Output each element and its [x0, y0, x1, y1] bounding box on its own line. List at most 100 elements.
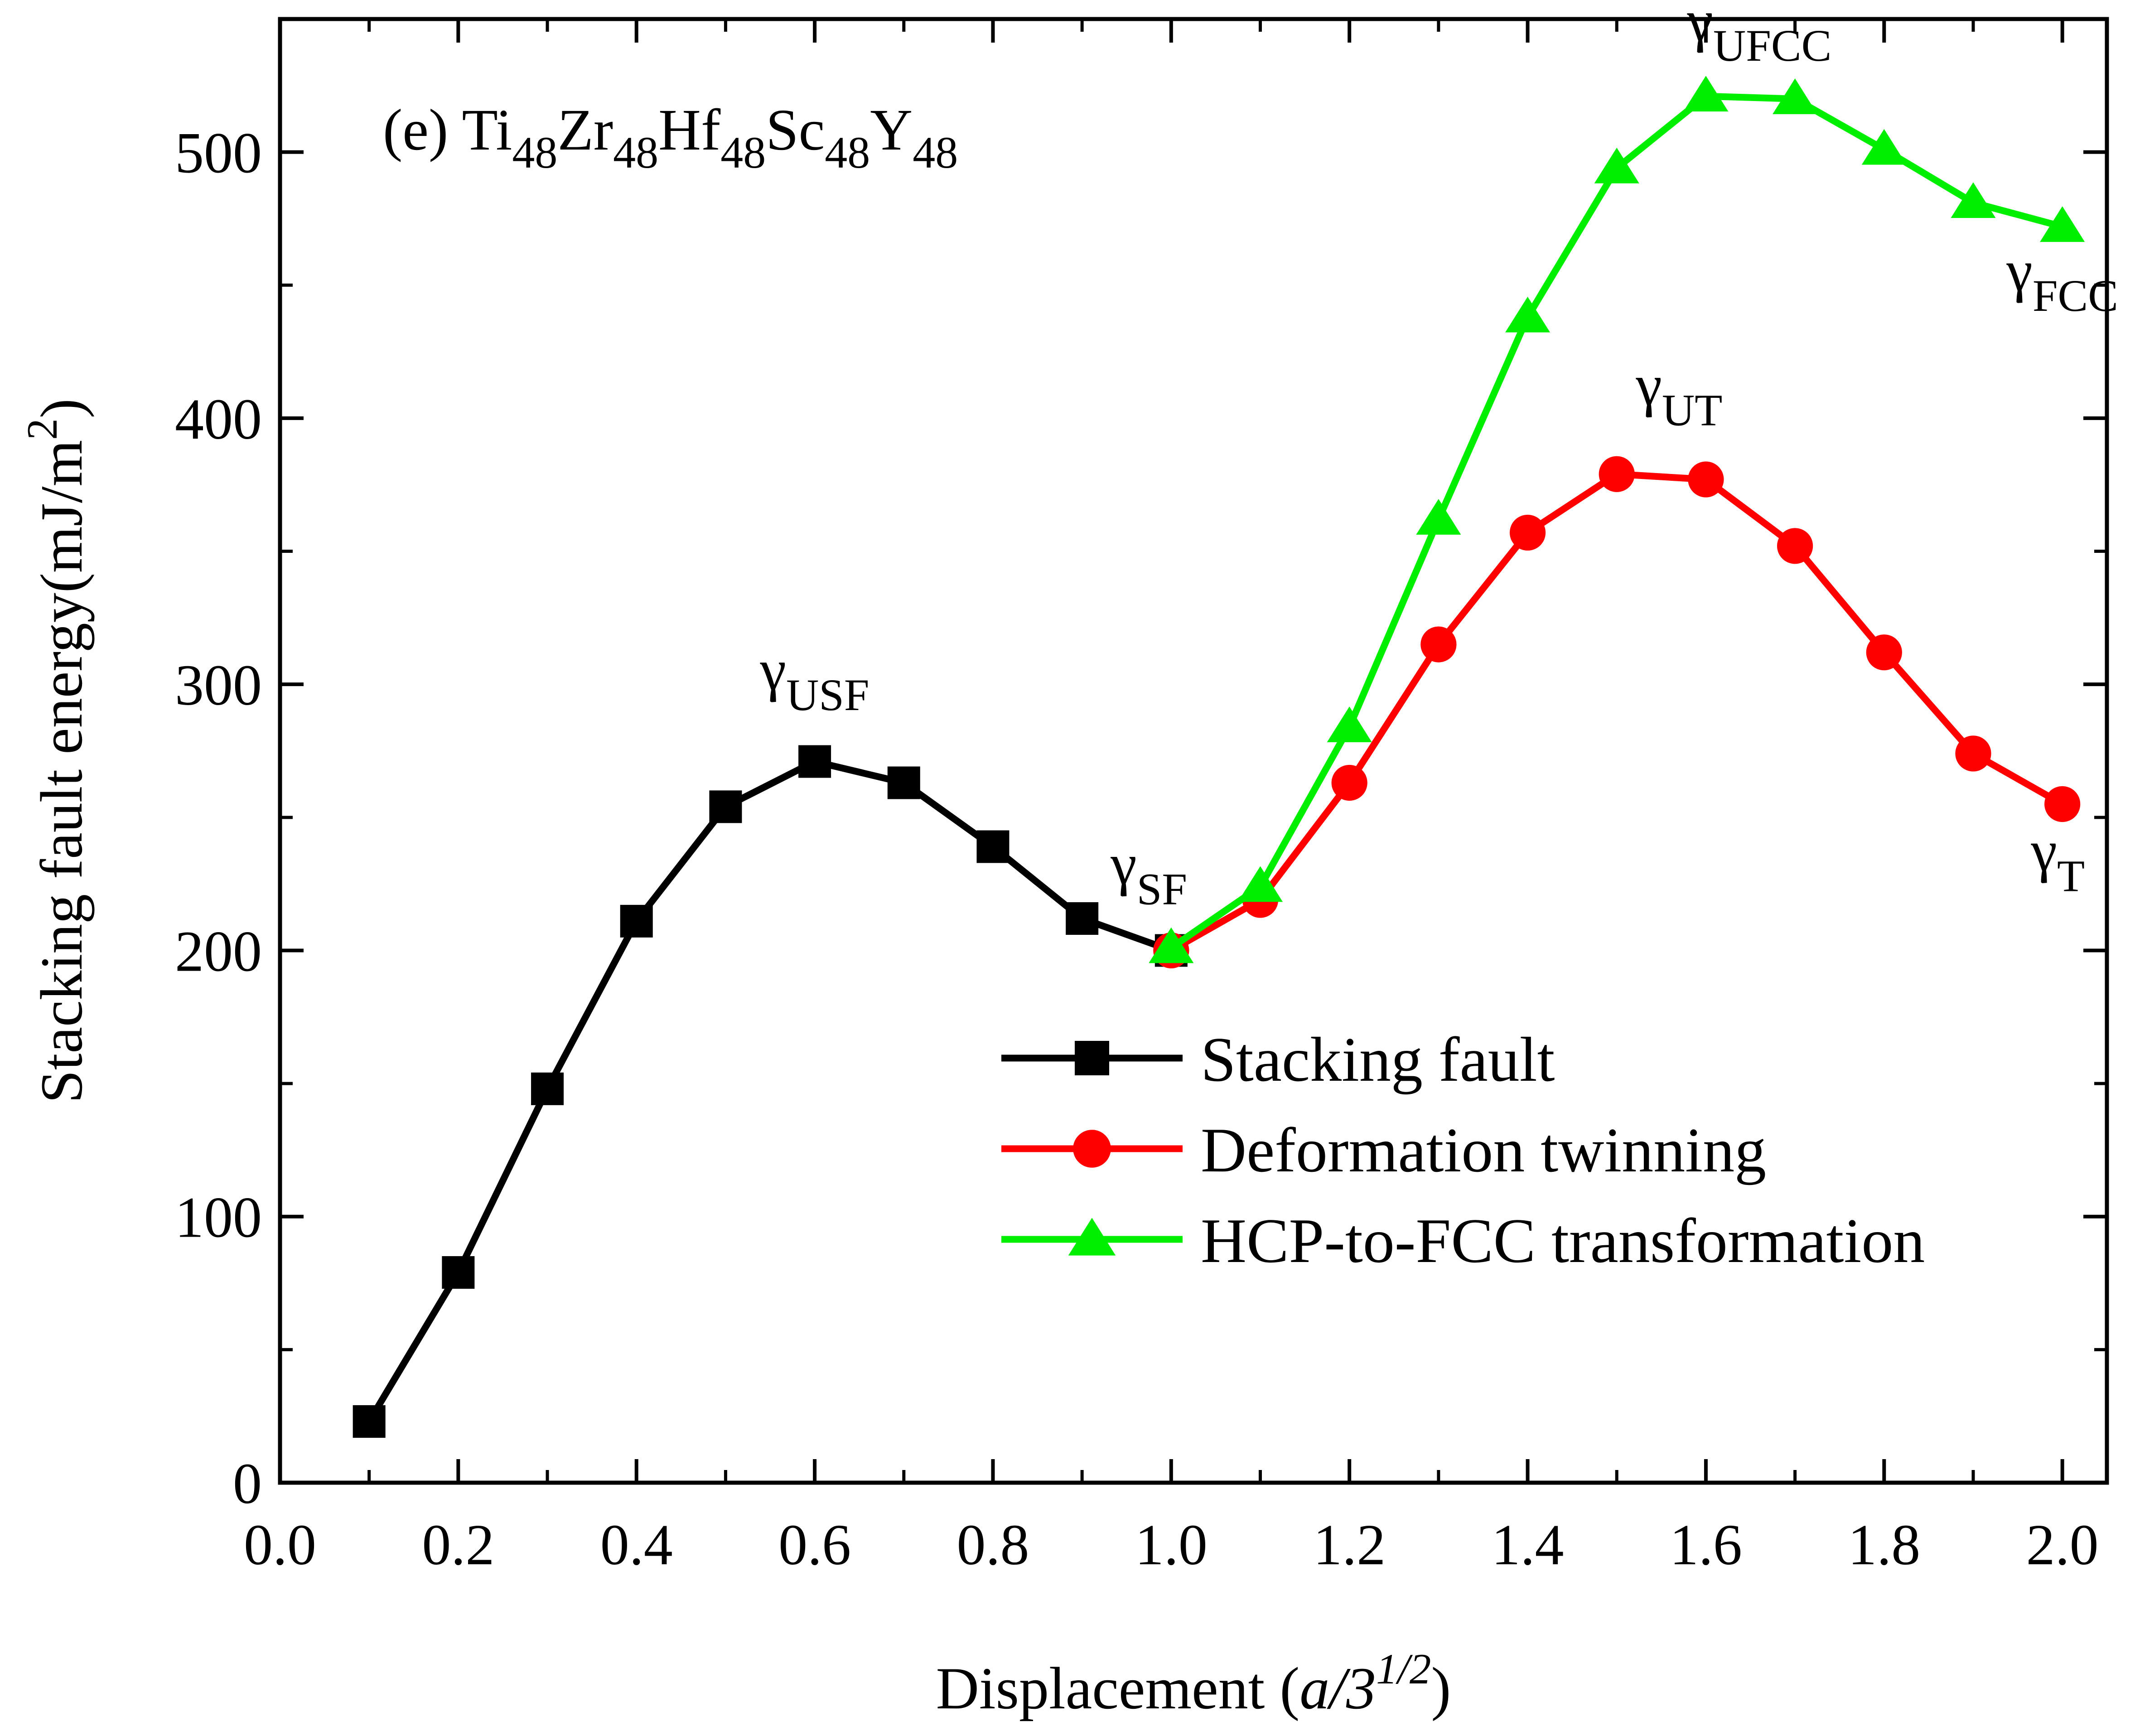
x-tick-label: 1.2: [1313, 1513, 1386, 1577]
y-title-close: ): [28, 398, 95, 418]
data-point: [1951, 182, 1996, 218]
data-point: [976, 830, 1010, 863]
x-tick-label: 1.4: [1492, 1513, 1564, 1577]
data-point: [442, 1256, 475, 1289]
y-tick-label: 200: [175, 919, 262, 983]
legend-marker: [1073, 1130, 1111, 1168]
series-line: [366, 758, 1173, 1423]
series-line: [1169, 470, 2064, 953]
x-tick-label: 1.6: [1670, 1513, 1742, 1577]
panel-subscript: 48: [913, 127, 958, 178]
annotation-symbol: γ: [1687, 0, 1713, 53]
panel-element: Ti: [462, 97, 512, 163]
x-tick-label: 0.6: [778, 1513, 851, 1577]
y-axis-title: Stacking fault energy(mJ/m2): [18, 398, 95, 1103]
panel-subscript: 48: [720, 127, 766, 178]
annotation-symbol: γ: [2006, 238, 2032, 304]
annotation-symbol: γ: [1110, 832, 1136, 897]
data-point: [1683, 76, 1729, 112]
y-tick-label: 0: [233, 1451, 262, 1516]
panel-subscript: 48: [825, 127, 870, 178]
data-point: [1066, 902, 1099, 935]
gamma-annotation: γUFCC: [1687, 0, 1832, 71]
annotation-subscript: SF: [1137, 864, 1187, 914]
data-point: [1866, 634, 1902, 671]
series-line: [1169, 92, 2063, 951]
data-point: [1416, 499, 1461, 535]
data-point: [1420, 626, 1457, 662]
annotation-subscript: FCC: [2033, 271, 2118, 321]
panel-element: Hf: [658, 97, 721, 163]
panel-element: Sc: [766, 97, 825, 163]
legend-label: Stacking fault: [1201, 1025, 1555, 1095]
data-point: [1599, 456, 1635, 492]
y-tick-label: 500: [175, 121, 262, 185]
x-tick-label: 0.2: [422, 1513, 494, 1577]
x-tick-label: 2.0: [2026, 1513, 2099, 1577]
gamma-annotation: γT: [2031, 818, 2085, 901]
legend-label: HCP-to-FCC transformation: [1201, 1206, 1925, 1276]
panel-element: Y: [870, 97, 913, 163]
data-point: [887, 766, 920, 799]
data-point: [620, 904, 653, 938]
annotation-subscript: T: [2057, 851, 2085, 901]
ticks: 0.0 0.2 0.4 0.6 0.8 1.0 1.2 1.4 1.6 1.8 2.0 0 100 200…: [175, 17, 2107, 1577]
data-point: [2040, 206, 2085, 242]
annotation-subscript: UT: [1662, 385, 1722, 435]
y-title-superscript: 2: [18, 418, 66, 440]
x-title-text: Displacement (: [936, 1655, 1300, 1721]
y-title-text: Stacking fault energy(mJ/m: [28, 440, 95, 1103]
data-point: [1149, 927, 1194, 963]
data-point: [709, 790, 742, 823]
data-point: [531, 1072, 564, 1105]
data-point: [1505, 296, 1551, 333]
legend-label: Deformation twinning: [1201, 1115, 1766, 1185]
data-point: [1509, 514, 1546, 551]
series-3: [1149, 76, 2085, 963]
plot-frame: [278, 17, 2109, 1485]
panel-element: Zr: [557, 97, 613, 163]
panel-prefix: (e): [383, 97, 462, 163]
x-tick-label: 0.8: [956, 1513, 1029, 1577]
legend: Stacking fault Deformation twinning HCP-to…: [1001, 1025, 1925, 1276]
x-tick-label: 1.8: [1848, 1513, 1920, 1577]
annotation-subscript: UFCC: [1713, 20, 1831, 71]
gamma-annotation: γFCC: [2006, 238, 2118, 321]
legend-item-1: Stacking fault: [1001, 1025, 1555, 1095]
data-point: [1688, 461, 1724, 498]
gamma-annotation: γUT: [1636, 353, 1723, 435]
data-point: [1594, 147, 1639, 184]
x-axis-title: Displacement (a/31/2): [936, 1645, 1451, 1721]
annotation-symbol: γ: [1636, 353, 1662, 418]
data-point: [1773, 78, 1818, 114]
annotation-symbol: γ: [760, 638, 786, 703]
data-point: [798, 745, 831, 778]
legend-item-3: HCP-to-FCC transformation: [1001, 1206, 1925, 1276]
data-point: [1327, 706, 1372, 742]
annotation-subscript: USF: [786, 670, 869, 720]
legend-item-2: Deformation twinning: [1001, 1115, 1766, 1185]
legend-marker: [1075, 1041, 1109, 1075]
x-tick-label: 0.4: [600, 1513, 673, 1577]
x-tick-label: 0.0: [244, 1513, 316, 1577]
panel-subscript: 48: [512, 127, 557, 178]
y-tick-label: 400: [175, 387, 262, 451]
series-2: [1153, 456, 2081, 969]
y-tick-label: 100: [175, 1185, 262, 1250]
gamma-annotation: γSF: [1110, 832, 1187, 914]
data-point: [1861, 129, 1907, 165]
panel-title: (e) Ti48Zr48Hf48Sc48Y48: [383, 97, 958, 178]
gamma-annotation: γUSF: [760, 638, 869, 720]
annotation-symbol: γ: [2031, 818, 2057, 884]
data-point: [1331, 764, 1367, 801]
data-point: [353, 1405, 386, 1438]
panel-subscript: 48: [613, 127, 658, 178]
series-1: [353, 745, 1188, 1438]
x-title-italic: a/3: [1299, 1655, 1376, 1721]
x-title-superscript: 1/2: [1376, 1645, 1431, 1693]
data-point: [1238, 866, 1283, 902]
data-point: [2044, 786, 2081, 822]
x-tick-label: 1.0: [1135, 1513, 1208, 1577]
